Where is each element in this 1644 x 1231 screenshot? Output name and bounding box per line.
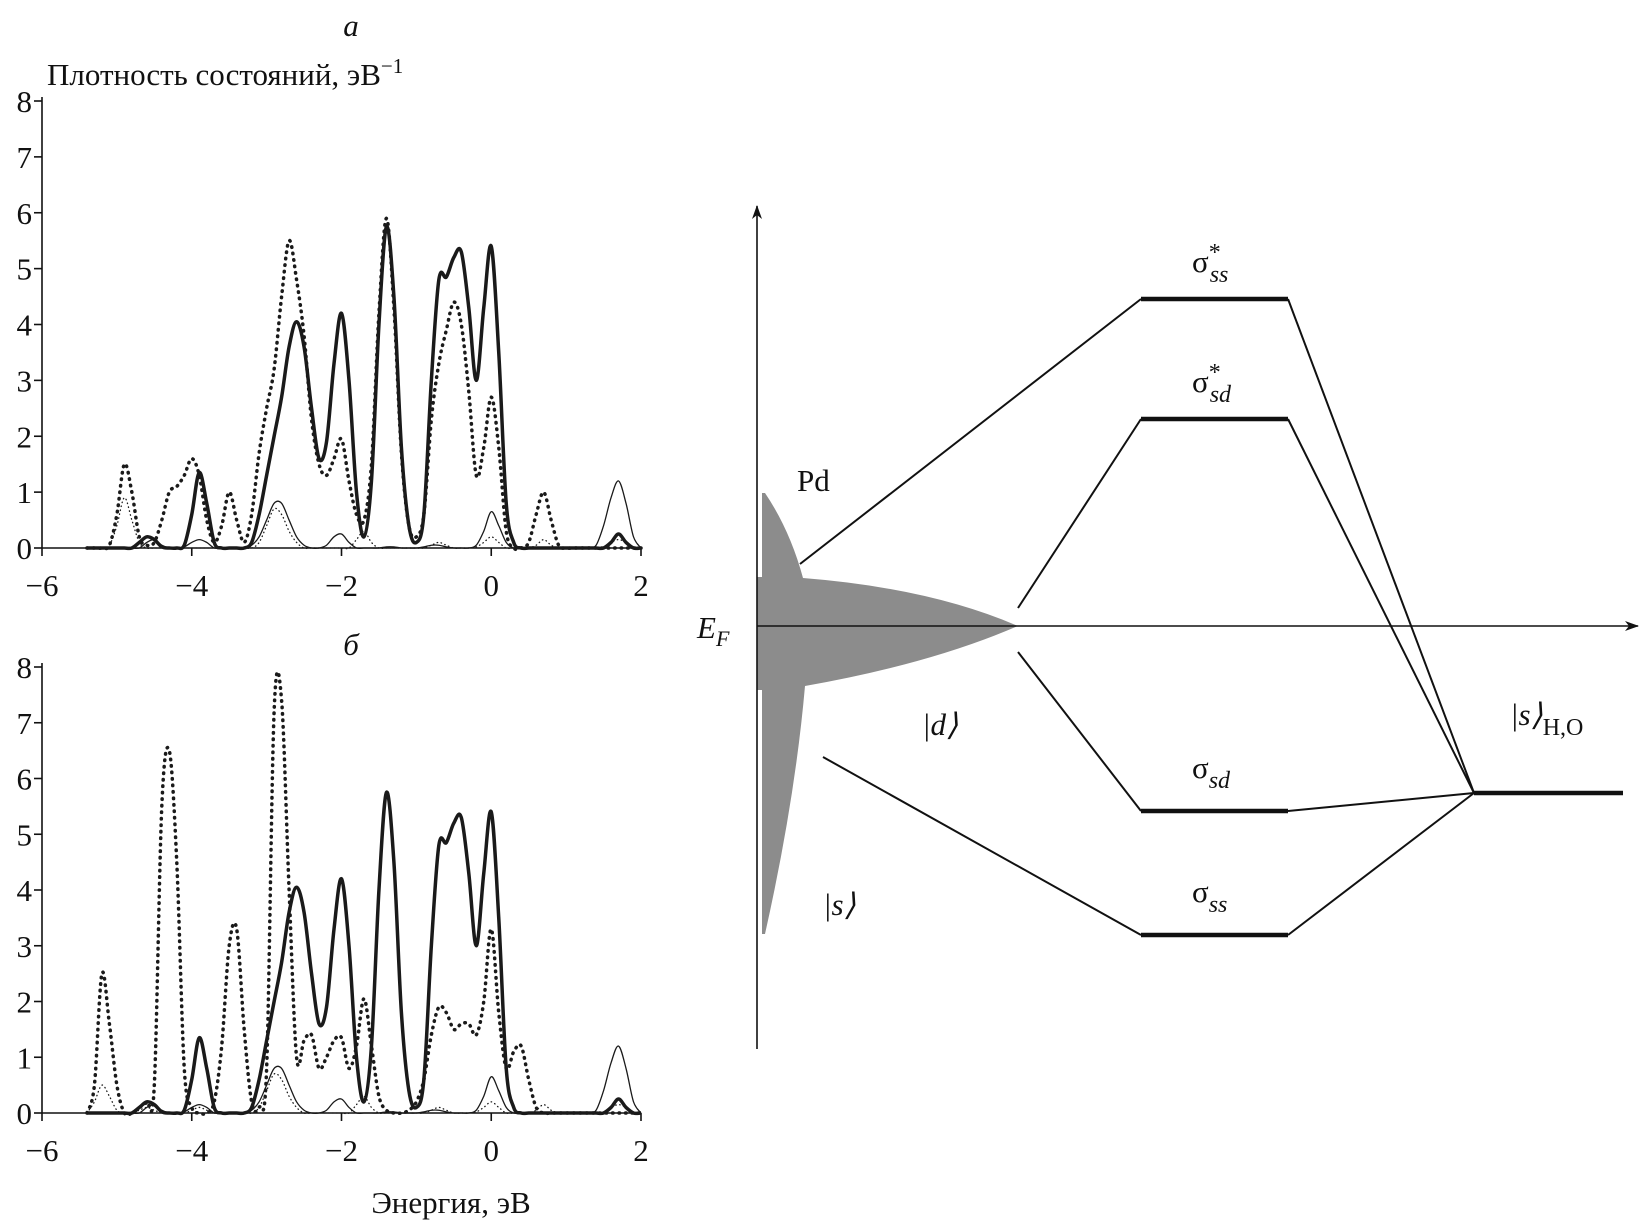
y-tick-label: 1	[17, 1040, 33, 1075]
series-line	[85, 670, 643, 1118]
chart: 0 1 2 3 4 5 6 7 8 −6 −4 −2 0 2 а Плотность состояний, э…	[17, 8, 649, 603]
connector	[822, 756, 1142, 936]
y-tick-label: 2	[17, 985, 33, 1020]
series-line	[86, 497, 642, 550]
label-text: Плотность состояний, эВ	[47, 57, 381, 92]
y-tick-label: 1	[17, 475, 33, 510]
x-tick-label: 2	[633, 568, 649, 603]
level-label: σ* ss	[1192, 240, 1228, 288]
levels	[1141, 296, 1623, 938]
subscript: ss	[1210, 262, 1229, 288]
y-tick-label: 7	[17, 140, 33, 175]
connectors	[799, 298, 1475, 936]
connector	[1017, 418, 1142, 609]
adsorbate-label: |s⟩H,O	[1510, 697, 1583, 741]
x-tick-label: 2	[633, 1133, 649, 1168]
superscript: *	[1209, 360, 1221, 386]
chart-title: а	[343, 8, 359, 43]
y-tick-label: 2	[17, 419, 33, 454]
subscript: H,O	[1543, 715, 1584, 741]
subscript: ss	[1209, 892, 1228, 918]
symbol: σ	[1192, 364, 1209, 399]
y-tick-label: 0	[17, 1096, 33, 1131]
connector	[1287, 792, 1475, 812]
connector	[1017, 651, 1142, 812]
y-tick-label: 8	[17, 84, 33, 119]
x-tick-label: 0	[484, 568, 500, 603]
level-label: σsd	[1192, 750, 1231, 794]
diagram: Pd EF |d⟩ |s⟩ σ* ss σ* sd σsd σss |s⟩H,O	[696, 205, 1639, 1049]
y-tick-label: 0	[17, 531, 33, 566]
chart-title: б	[343, 627, 360, 662]
series-line	[86, 790, 642, 1116]
x-tick-label: −6	[26, 1133, 59, 1168]
x-tick-label: 0	[484, 1133, 500, 1168]
d-state-label: |d⟩	[922, 707, 958, 742]
y-tick-label: 6	[17, 762, 33, 797]
symbol: |s⟩	[1510, 697, 1543, 732]
series-line	[86, 224, 642, 551]
connector	[1287, 418, 1475, 794]
density-of-states-shape	[757, 493, 1018, 934]
y-tick-label: 4	[17, 873, 33, 908]
x-tick-label: −2	[325, 1133, 358, 1168]
series-line	[85, 216, 643, 552]
y-tick-label: 5	[17, 252, 33, 287]
y-tick-label: 7	[17, 706, 33, 741]
y-axis-label: Плотность состояний, эВ−1	[47, 54, 403, 92]
level-label: σ* sd	[1192, 360, 1232, 408]
connector	[1287, 298, 1475, 794]
label-exponent: −1	[381, 54, 403, 78]
x-tick-label: −4	[175, 1133, 208, 1168]
y-tick-label: 3	[17, 929, 33, 964]
y-tick-label: 6	[17, 196, 33, 231]
subscript: F	[715, 626, 730, 651]
x-tick-label: −4	[175, 568, 208, 603]
x-axis-label: Энергия, эВ	[371, 1185, 530, 1220]
superscript: *	[1209, 240, 1221, 266]
symbol: σ	[1192, 750, 1209, 785]
symbol: E	[696, 610, 716, 645]
symbol: σ	[1192, 244, 1209, 279]
metal-label: Pd	[797, 463, 830, 498]
y-tick-label: 5	[17, 817, 33, 852]
y-tick-label: 8	[17, 650, 33, 685]
connector	[799, 298, 1142, 565]
symbol: σ	[1192, 874, 1209, 909]
series-line	[86, 1045, 642, 1115]
x-tick-label: −6	[26, 568, 59, 603]
fermi-label: EF	[696, 610, 730, 651]
connector	[1287, 792, 1475, 936]
subscript: sd	[1209, 768, 1231, 794]
y-tick-label: 4	[17, 308, 33, 343]
series-line	[86, 1072, 642, 1115]
subscript: sd	[1210, 382, 1232, 408]
s-state-label: |s⟩	[823, 887, 856, 922]
level-label: σss	[1192, 874, 1227, 918]
y-tick-label: 3	[17, 363, 33, 398]
chart: 0 1 2 3 4 5 6 7 8 −6 −4 −2 0 2 б Энергия, эВ	[17, 627, 649, 1220]
series-line	[86, 480, 642, 550]
x-tick-label: −2	[325, 568, 358, 603]
